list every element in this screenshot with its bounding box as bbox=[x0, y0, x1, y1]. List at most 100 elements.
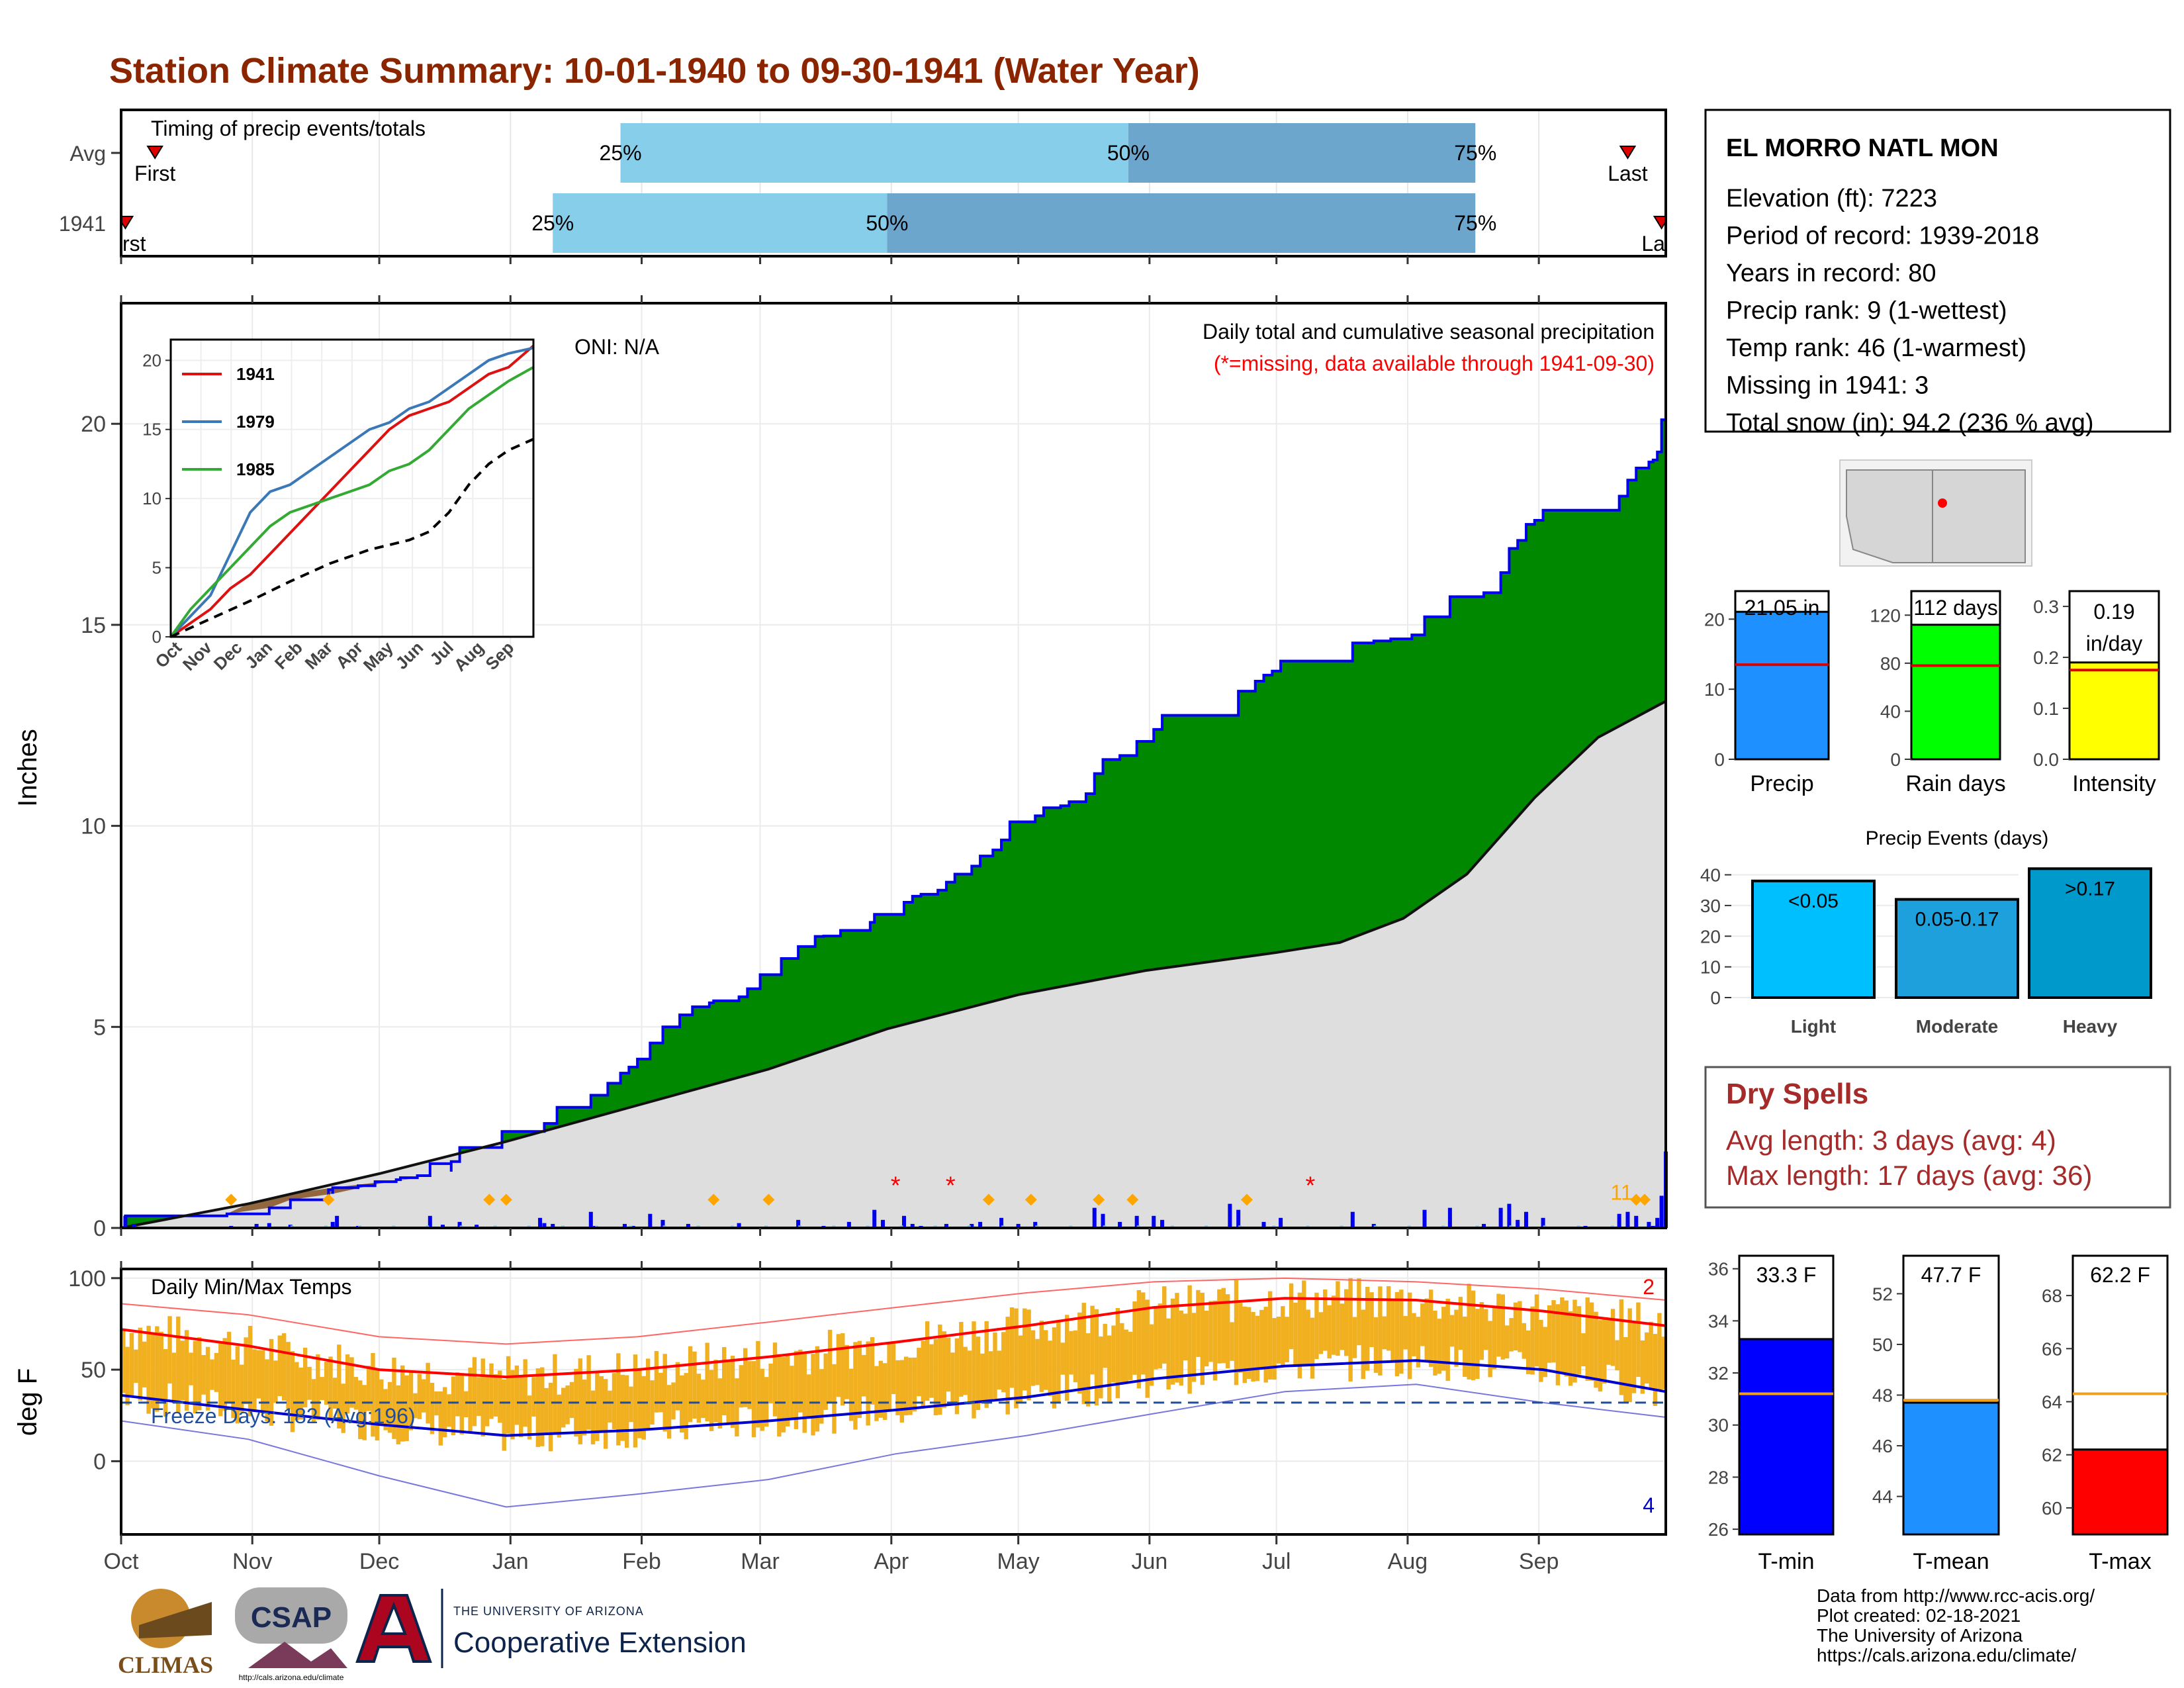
daily-precip-bar bbox=[1617, 1213, 1621, 1228]
daily-precip-bar bbox=[846, 1221, 851, 1228]
daily-temp-range-bar bbox=[1132, 1301, 1137, 1375]
daily-temp-range-bar bbox=[1149, 1324, 1154, 1386]
daily-temp-range-bar bbox=[785, 1355, 790, 1427]
station-info-line: Elevation (ft): 7223 bbox=[1726, 185, 1937, 212]
daily-temp-range-bar bbox=[1044, 1330, 1048, 1390]
daily-temp-range-bar bbox=[1530, 1306, 1535, 1375]
daily-temp-range-bar bbox=[1281, 1306, 1285, 1366]
daily-temp-range-bar bbox=[1615, 1340, 1619, 1371]
daily-temp-range-bar bbox=[1145, 1299, 1150, 1398]
daily-temp-range-bar bbox=[1496, 1293, 1501, 1357]
station-info-line: Missing in 1941: 3 bbox=[1726, 372, 1929, 400]
daily-temp-range-bar bbox=[163, 1349, 168, 1417]
precip-event-range: <0.05 bbox=[1788, 890, 1839, 912]
daily-temp-range-bar bbox=[341, 1383, 345, 1433]
daily-temp-range-bar bbox=[1560, 1297, 1565, 1373]
events-tick-label: 30 bbox=[1700, 896, 1721, 916]
daily-temp-range-bar bbox=[256, 1350, 261, 1399]
dry-spells-title: Dry Spells bbox=[1726, 1078, 1868, 1110]
dry-spells-avg: Avg length: 3 days (avg: 4) bbox=[1726, 1125, 2056, 1156]
inset-legend-label: 1941 bbox=[236, 364, 275, 384]
daily-temp-range-bar bbox=[730, 1356, 735, 1428]
daily-precip-bar bbox=[1092, 1207, 1097, 1228]
footer-credit-line: Data from http://www.rcc-acis.org/ bbox=[1817, 1585, 2095, 1606]
daily-temp-range-bar bbox=[929, 1344, 934, 1398]
snow-marker bbox=[762, 1194, 775, 1206]
daily-temp-range-bar bbox=[548, 1382, 553, 1452]
timing-right-mask bbox=[1667, 192, 1707, 256]
daily-temp-range-bar bbox=[1162, 1286, 1167, 1364]
daily-temp-range-bar bbox=[1382, 1316, 1387, 1350]
daily-temp-range-bar bbox=[1645, 1332, 1649, 1383]
daily-temp-range-bar bbox=[1056, 1320, 1061, 1403]
temp-bar-tick-label: 26 bbox=[1708, 1519, 1729, 1540]
daily-precip-bar bbox=[660, 1219, 665, 1228]
daily-temp-range-bar bbox=[1026, 1309, 1031, 1401]
snow-marker bbox=[1126, 1194, 1139, 1206]
daily-temp-range-bar bbox=[218, 1343, 223, 1417]
daily-temp-range-bar bbox=[1179, 1310, 1184, 1386]
inset-series-1941 bbox=[169, 344, 535, 638]
daily-temp-range-bar bbox=[988, 1351, 993, 1401]
daily-temp-range-bar bbox=[1272, 1318, 1277, 1380]
daily-temp-range-bar bbox=[404, 1375, 409, 1442]
temperature-bar-charts: 33.3 F 26 28 30 32 34 36 T-min 47.7 F 44 46 48 50 52 T… bbox=[1708, 1254, 2169, 1574]
daily-temp-range-bar bbox=[1386, 1286, 1391, 1351]
daily-temp-range-bar bbox=[633, 1354, 638, 1448]
daily-temp-range-bar bbox=[1564, 1300, 1569, 1377]
daily-temp-range-bar bbox=[1627, 1308, 1632, 1403]
daily-temp-range-bar bbox=[1539, 1319, 1543, 1382]
daily-temp-range-bar bbox=[1500, 1294, 1506, 1360]
station-info-line: Precip rank: 9 (1-wettest) bbox=[1726, 297, 2007, 325]
daily-temp-range-bar bbox=[870, 1336, 875, 1405]
footer: Data from http://www.rcc-acis.org/Plot c… bbox=[118, 1585, 2095, 1682]
daily-temp-range-bar bbox=[1471, 1290, 1476, 1381]
daily-temp-range-bar bbox=[984, 1321, 989, 1408]
precip-y-axis-label: Inches bbox=[13, 729, 42, 807]
daily-temp-range-bar bbox=[540, 1367, 545, 1446]
temp-bar-tick-label: 48 bbox=[1872, 1385, 1893, 1406]
daily-temp-range-bar bbox=[1352, 1317, 1357, 1358]
precip-y-tick-label: 10 bbox=[81, 814, 106, 839]
daily-temp-range-bar bbox=[972, 1321, 976, 1419]
daily-temp-range-bar bbox=[777, 1354, 782, 1437]
daily-temp-range-bar bbox=[1191, 1313, 1197, 1382]
daily-temp-range-bar bbox=[1458, 1297, 1463, 1350]
events-tick-label: 40 bbox=[1700, 865, 1721, 886]
timing-bar-50-75 bbox=[1128, 123, 1476, 183]
temp-bar-tick-label: 60 bbox=[2042, 1498, 2062, 1519]
daily-temp-range-bar bbox=[1242, 1306, 1247, 1383]
daily-temp-range-bar bbox=[954, 1338, 960, 1415]
daily-precip-bar bbox=[1236, 1209, 1241, 1228]
daily-temp-range-bar bbox=[1018, 1335, 1023, 1403]
daily-temp-range-bar bbox=[1217, 1289, 1222, 1364]
daily-precip-bar bbox=[428, 1215, 432, 1228]
daily-temp-range-bar bbox=[976, 1336, 981, 1411]
temp-bar-tick-label: 44 bbox=[1872, 1487, 1893, 1507]
daily-temp-range-bar bbox=[345, 1354, 350, 1414]
daily-precip-bar bbox=[910, 1223, 915, 1228]
daily-temp-range-bar bbox=[772, 1342, 778, 1417]
inset-y-tick-label: 0 bbox=[152, 627, 161, 647]
daily-temp-range-bar bbox=[1158, 1303, 1163, 1369]
daily-precip-bar bbox=[440, 1225, 445, 1228]
station-info-line: Period of record: 1939-2018 bbox=[1726, 222, 2039, 250]
daily-temp-range-bar bbox=[226, 1331, 232, 1402]
precip-caption: Daily total and cumulative seasonal prec… bbox=[1203, 320, 1655, 344]
daily-temp-range-bar bbox=[899, 1360, 904, 1423]
temp-bar-tick-label: 50 bbox=[1872, 1335, 1893, 1355]
daily-temp-range-bar bbox=[675, 1362, 680, 1411]
daily-temp-range-bar bbox=[1344, 1289, 1349, 1356]
ua-logo-large-text: Cooperative Extension bbox=[453, 1626, 747, 1659]
daily-temp-range-bar bbox=[375, 1369, 380, 1441]
daily-temp-range-bar bbox=[1069, 1331, 1073, 1375]
summary-bar-tick-label: 40 bbox=[1880, 701, 1901, 722]
summary-bar-label: Precip bbox=[1750, 771, 1813, 796]
daily-temp-range-bar bbox=[1365, 1286, 1370, 1371]
daily-temp-range-bar bbox=[1154, 1307, 1158, 1370]
daily-temp-range-bar bbox=[1505, 1325, 1510, 1359]
freeze-days-label: Freeze Days: 182 (Avg:196) bbox=[151, 1404, 416, 1428]
daily-temp-range-bar bbox=[1221, 1288, 1226, 1364]
daily-temp-range-bar bbox=[756, 1340, 760, 1428]
